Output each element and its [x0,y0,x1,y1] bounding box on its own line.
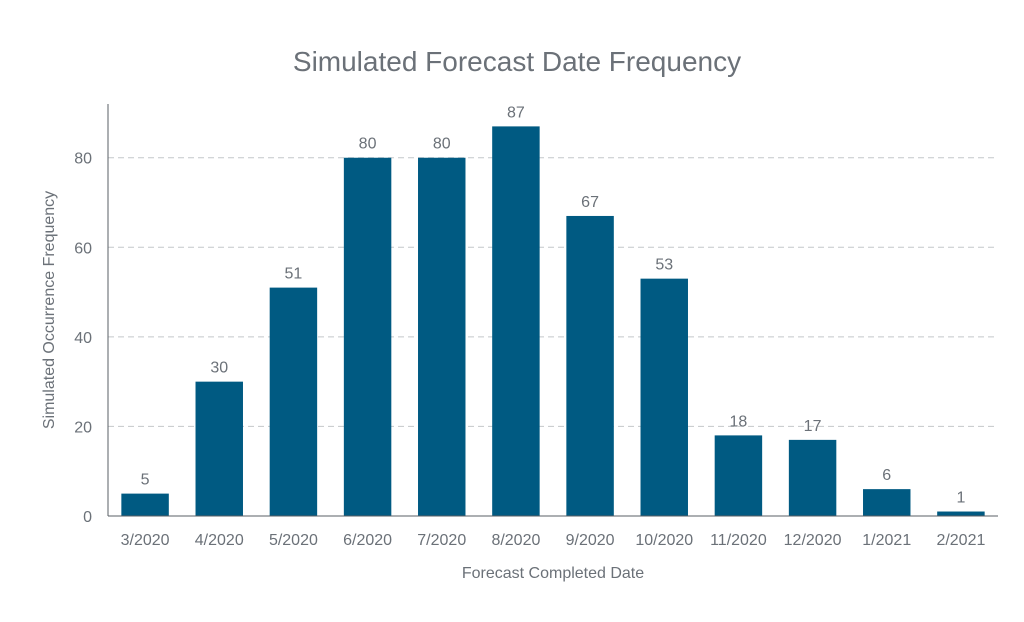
data-label-12/2020: 17 [804,418,822,435]
bar-8/2020 [492,126,540,517]
x-tick-8/2020: 8/2020 [491,532,540,549]
data-label-4/2020: 30 [210,360,228,377]
x-tick-5/2020: 5/2020 [269,532,318,549]
y-axis-label: Simulated Occurrence Frequency [41,191,58,429]
x-tick-12/2020: 12/2020 [784,532,842,549]
bar-10/2020 [640,278,688,516]
y-tick-20: 20 [74,419,92,436]
bar-12/2020 [788,439,837,516]
bar-2/2021 [937,511,985,516]
x-tick-2/2021: 2/2021 [936,532,985,549]
bar-4/2020 [195,381,243,516]
data-label-1/2021: 6 [882,467,891,484]
data-label-9/2020: 67 [581,194,599,211]
x-tick-7/2020: 7/2020 [417,532,466,549]
x-tick-4/2020: 4/2020 [195,532,244,549]
y-tick-labels: 0 20 40 60 80 [74,151,92,526]
bar-3/2020 [121,493,169,516]
data-label-7/2020: 80 [433,136,451,153]
x-tick-labels: 3/2020 4/2020 5/2020 6/2020 7/2020 8/2020 9/20… [121,532,986,549]
y-tick-0: 0 [83,509,92,526]
x-tick-1/2021: 1/2021 [862,532,911,549]
bar-1/2021 [863,489,911,516]
bar-9/2020 [566,215,614,516]
data-label-2/2021: 1 [956,490,965,507]
data-labels: 5 30 51 80 80 87 67 53 18 17 6 1 [141,104,966,506]
data-label-5/2020: 51 [285,266,303,283]
data-label-11/2020: 18 [730,413,748,430]
bar-6/2020 [343,157,392,516]
data-label-8/2020: 87 [507,104,525,121]
x-axis-label: Forecast Completed Date [462,565,644,582]
bar-7/2020 [418,157,466,516]
x-tick-9/2020: 9/2020 [566,532,615,549]
bars [121,126,985,517]
x-tick-10/2020: 10/2020 [635,532,693,549]
y-tick-80: 80 [74,151,92,168]
x-tick-3/2020: 3/2020 [121,532,170,549]
grid-lines [108,157,998,427]
data-label-6/2020: 80 [359,136,377,153]
data-label-10/2020: 53 [655,257,673,274]
chart-title: Simulated Forecast Date Frequency [293,46,741,77]
x-tick-11/2020: 11/2020 [710,532,767,549]
bar-5/2020 [269,287,318,516]
y-tick-60: 60 [74,240,92,257]
data-label-3/2020: 5 [141,472,150,489]
x-tick-6/2020: 6/2020 [343,532,392,549]
bar-11/2020 [714,435,763,516]
y-tick-40: 40 [74,330,92,347]
